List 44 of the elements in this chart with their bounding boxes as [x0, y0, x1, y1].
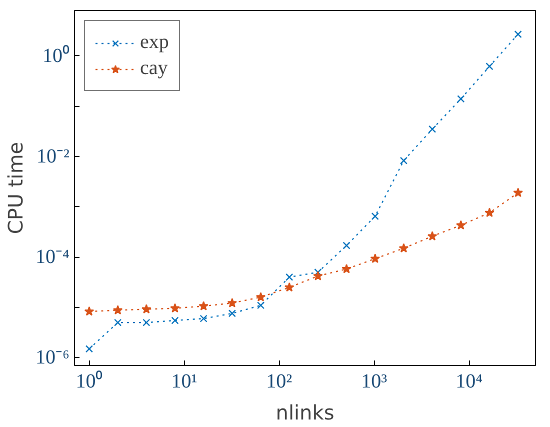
point: [457, 95, 465, 103]
legend-label: cay: [140, 57, 168, 80]
point: [427, 231, 438, 240]
point: [514, 30, 522, 38]
point: [428, 125, 436, 133]
point: [342, 264, 352, 274]
point: [84, 306, 94, 316]
point: [456, 220, 466, 230]
point: [200, 314, 208, 322]
x-tick-label: 10⁴: [456, 370, 483, 392]
point: [171, 316, 179, 324]
point: [112, 305, 123, 314]
y-tick-label: 10⁻⁴: [36, 246, 70, 268]
point: [228, 310, 236, 318]
point: [486, 62, 494, 70]
x-tick-label: 10⁰: [76, 370, 103, 392]
point: [114, 318, 122, 326]
x-tick-label: 10³: [361, 370, 388, 392]
point: [484, 208, 494, 218]
point: [170, 303, 180, 313]
y-tick-label: 10⁻⁶: [36, 346, 70, 369]
y-axis-title: CPU time: [4, 142, 28, 234]
point: [398, 243, 409, 252]
point: [256, 302, 265, 310]
point: [371, 212, 379, 220]
point: [313, 270, 323, 280]
point: [198, 301, 208, 310]
x-tick-label: 10²: [266, 370, 292, 392]
point: [284, 282, 294, 292]
legend-label: exp: [140, 31, 169, 54]
point: [342, 242, 350, 250]
point: [227, 298, 238, 308]
point: [286, 273, 294, 281]
point: [85, 345, 93, 353]
y-tick-label: 10⁰: [42, 44, 70, 67]
x-tick-label: 10¹: [171, 370, 198, 392]
point: [370, 254, 380, 263]
point: [142, 318, 150, 326]
x-axis-title: nlinks: [276, 400, 334, 424]
point: [142, 304, 152, 314]
y-tick-label: 10⁻²: [36, 146, 70, 168]
point: [400, 156, 408, 164]
point: [256, 292, 266, 302]
point: [513, 188, 523, 198]
